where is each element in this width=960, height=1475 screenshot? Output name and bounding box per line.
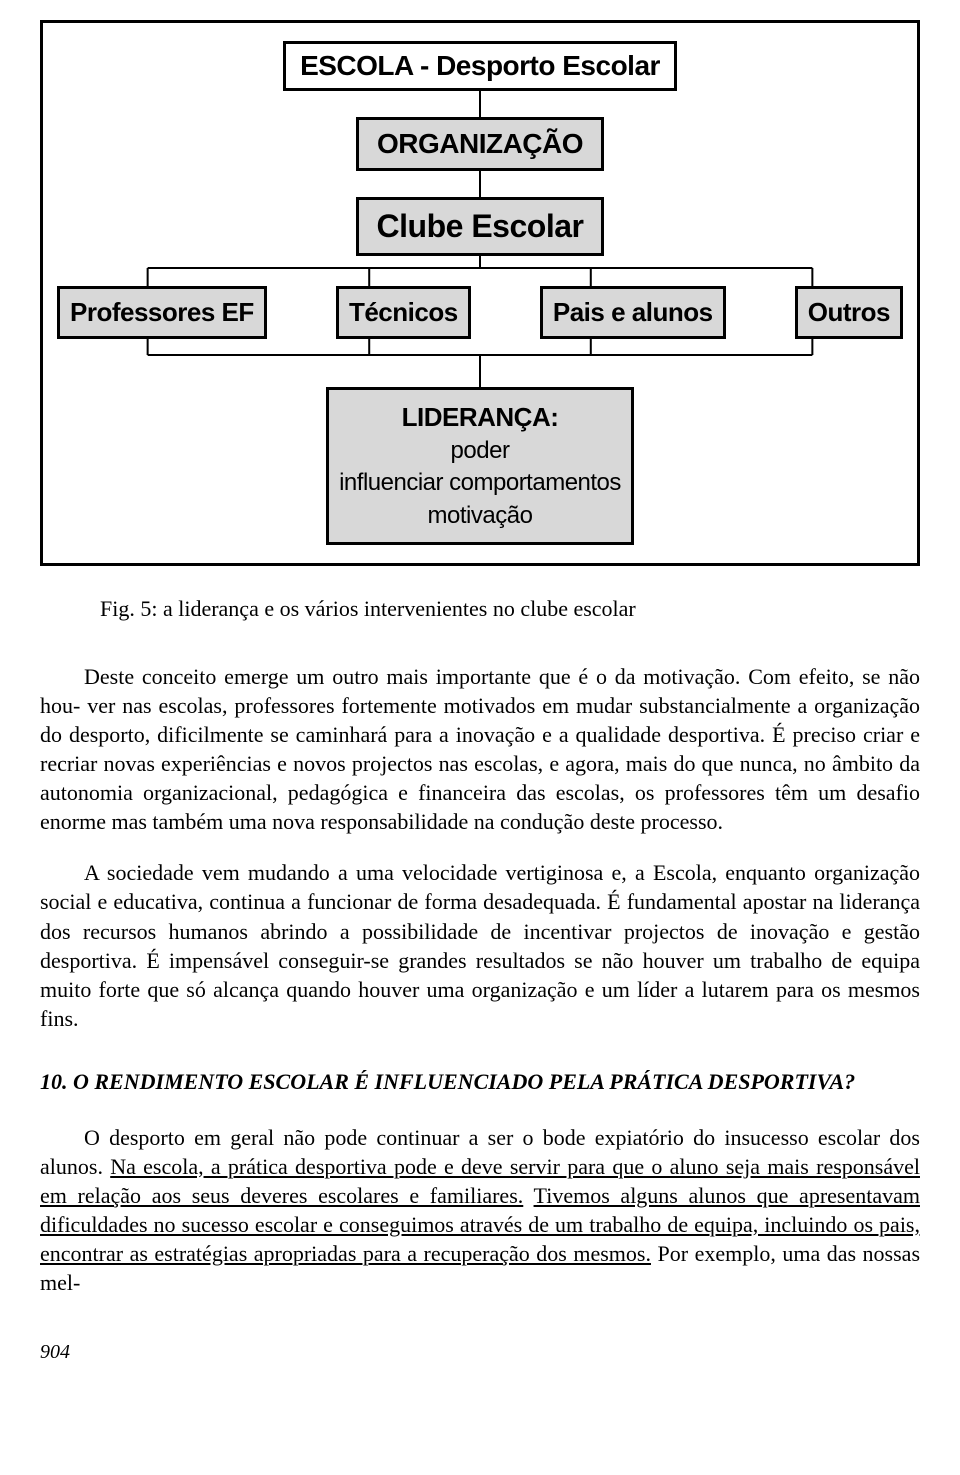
text: A sociedade vem mudando a uma velocidade…: [40, 860, 920, 1030]
branch-connector-top: [57, 256, 903, 286]
node-pais-alunos: Pais e alunos: [540, 286, 726, 339]
node-root: ESCOLA - Desporto Escolar: [283, 41, 677, 91]
connector: [479, 91, 481, 117]
paragraph: O desporto em geral não pode continuar a…: [40, 1123, 920, 1297]
branch-connector-bottom: [57, 339, 903, 369]
page-number: 904: [40, 1341, 920, 1364]
lideranca-title: LIDERANÇA:: [339, 400, 621, 435]
node-outros: Outros: [795, 286, 903, 339]
node-clube-escolar: Clube Escolar: [356, 197, 605, 256]
text: [523, 1183, 533, 1208]
section-heading: 10. O RENDIMENTO ESCOLAR É INFLUENCIADO …: [40, 1069, 920, 1095]
connector: [479, 369, 481, 387]
org-diagram: ESCOLA - Desporto Escolar ORGANIZAÇÃO Cl…: [40, 20, 920, 566]
paragraph: A sociedade vem mudando a uma velocidade…: [40, 858, 920, 1032]
paragraph: Deste conceito emerge um outro mais impo…: [40, 662, 920, 836]
connector: [479, 171, 481, 197]
node-lideranca: LIDERANÇA: poder influenciar comportamen…: [326, 387, 634, 545]
lideranca-line: influenciar comportamentos: [339, 467, 621, 499]
level4-row: Professores EF Técnicos Pais e alunos Ou…: [57, 286, 903, 339]
text: ver nas escolas, professores fortemente …: [40, 693, 920, 834]
body-text: Deste conceito emerge um outro mais impo…: [40, 662, 920, 1297]
figure-caption: Fig. 5: a liderança e os vários interven…: [100, 596, 920, 622]
lideranca-line: poder: [339, 435, 621, 467]
node-tecnicos: Técnicos: [336, 286, 471, 339]
node-professores-ef: Professores EF: [57, 286, 267, 339]
lideranca-line: motivação: [339, 500, 621, 532]
node-organizacao: ORGANIZAÇÃO: [356, 117, 604, 171]
